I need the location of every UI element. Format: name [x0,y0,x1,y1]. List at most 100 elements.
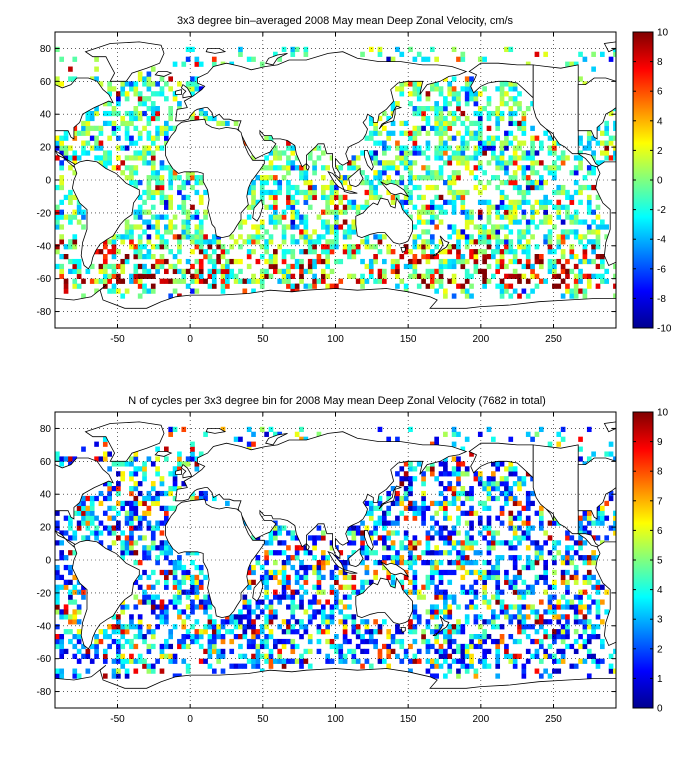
heatmap-cell [137,209,143,215]
heatmap-cell [59,160,65,166]
heatmap-cell [595,224,601,230]
heatmap-cell [55,525,60,531]
heatmap-cell [438,560,444,566]
heatmap-cell [421,520,426,526]
heatmap-cell [290,209,296,215]
heatmap-cell [512,204,518,210]
heatmap-cell [525,254,531,260]
heatmap-cell [316,278,322,284]
heatmap-cell [477,643,483,650]
heatmap-cell [495,614,501,620]
heatmap-cell [111,505,117,511]
heatmap-cell [456,604,461,610]
heatmap-cell [198,643,204,650]
heatmap-cell [469,634,474,640]
heatmap-cell [390,180,396,186]
heatmap-cell [172,564,178,571]
heatmap-cell [525,263,531,270]
heatmap-cell [286,530,291,536]
heatmap-cell [569,219,575,225]
heatmap-cell [137,490,143,497]
heatmap-cell [460,648,466,655]
heatmap-cell [181,564,187,571]
heatmap-cell [150,535,156,541]
heatmap-cell [408,263,413,270]
heatmap-cell [273,224,278,230]
heatmap-cell [299,234,304,240]
heatmap-cell [395,283,400,289]
heatmap-cell [552,165,557,171]
heatmap-cell [216,634,221,640]
heatmap-cell [360,283,365,289]
heatmap-cell [264,560,269,566]
heatmap-cell [320,189,326,196]
heatmap-cell [456,150,461,156]
heatmap-cell [281,540,287,546]
heatmap-cell [382,170,387,176]
heatmap-cell [434,288,439,294]
heatmap-cell [565,268,570,275]
heatmap-cell [164,638,169,645]
heatmap-cell [229,258,235,265]
heatmap-cell [320,224,326,230]
heatmap-cell [434,604,439,610]
heatmap-cell [129,505,134,511]
heatmap-cell [146,194,152,201]
heatmap-cell [72,609,78,615]
heatmap-cell [281,165,287,171]
heatmap-cell [351,584,357,590]
heatmap-cell [81,120,86,127]
heatmap-cell [421,495,426,502]
heatmap-cell [290,273,296,279]
heatmap-cell [512,555,518,561]
heatmap-cell [59,673,65,679]
heatmap-cell [342,574,348,581]
heatmap-cell [486,96,492,102]
heatmap-cell [316,599,322,605]
heatmap-cell [482,634,487,640]
heatmap-cell [198,234,204,240]
heatmap-cell [429,239,435,245]
heatmap-cell [434,170,439,176]
heatmap-cell [560,249,566,255]
heatmap-cell [277,638,283,645]
heatmap-cell [473,540,479,546]
heatmap-cell [85,510,91,516]
heatmap-cell [578,545,583,551]
heatmap-cell [525,278,531,284]
heatmap-cell [443,461,448,467]
heatmap-cell [159,239,165,245]
heatmap-cell [451,175,457,181]
heatmap-cell [360,589,365,595]
heatmap-cell [190,76,195,82]
heatmap-cell [521,155,527,161]
heatmap-cell [421,115,426,122]
heatmap-cell [76,130,82,136]
heatmap-cell [469,510,474,516]
heatmap-cell [107,91,112,97]
heatmap-cell [72,278,78,284]
heatmap-cell [491,540,496,546]
heatmap-cell [133,140,139,146]
heatmap-cell [534,180,540,186]
heatmap-cell [386,663,392,669]
heatmap-cell [216,258,221,265]
heatmap-cell [569,199,575,205]
heatmap-cell [286,283,291,289]
heatmap-cell [416,555,422,561]
heatmap-cell [299,624,304,630]
heatmap-cell [164,579,169,585]
land-polygon [84,421,165,462]
heatmap-cell [495,110,501,117]
heatmap-cell [530,101,535,107]
heatmap-cell [181,643,187,650]
heatmap-cell [412,244,418,250]
heatmap-cell [251,638,256,645]
heatmap-cell [98,140,104,146]
heatmap-cell [512,495,518,502]
heatmap-cell [159,550,165,556]
heatmap-cell [447,560,453,566]
heatmap-cell [416,86,422,92]
heatmap-cell [172,653,178,659]
heatmap-cell [264,604,269,610]
